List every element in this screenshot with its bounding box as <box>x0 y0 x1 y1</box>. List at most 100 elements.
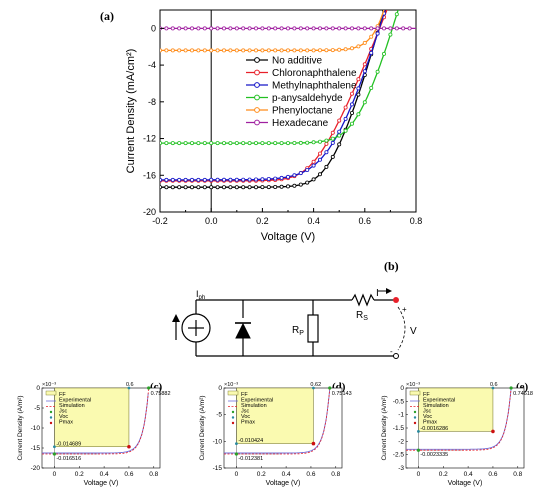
series-marker-5 <box>337 26 342 31</box>
panel-d-x-tick-label: 0.4 <box>282 471 291 478</box>
legend-voc-swatch <box>49 416 53 419</box>
legend-entry-label: Pmax <box>423 420 437 426</box>
series-marker-5 <box>221 26 226 31</box>
series-marker-0 <box>253 185 258 190</box>
series-marker-4 <box>337 47 342 52</box>
panel-e-y-tick-label: -3 <box>398 465 404 472</box>
series-marker-3 <box>375 69 380 74</box>
panel-a-y-tick-label: -16 <box>143 170 156 180</box>
panel-c-x-tick-label: 0 <box>53 471 57 478</box>
series-marker-0 <box>324 164 329 169</box>
legend-entry-label: Jsc <box>241 409 250 415</box>
panel-d-y-tick-label: -5 <box>216 412 222 419</box>
legend-entry-label: FF <box>59 392 66 398</box>
series-marker-0 <box>273 184 278 189</box>
panel-e-jmp-annotation: -0.0016286 <box>420 426 448 432</box>
current-arrowhead-icon <box>386 288 392 294</box>
panel-a-y-tick-label: -4 <box>148 60 156 70</box>
series-marker-0 <box>221 185 226 190</box>
series-marker-2 <box>317 157 322 162</box>
series-marker-2 <box>375 31 380 36</box>
panel-e-chart: (e)0.60.74618-0.0016286-0.0023335FFExper… <box>381 381 533 487</box>
series-marker-2 <box>202 177 207 182</box>
series-marker-4 <box>349 46 354 51</box>
panel-e-vmp-annotation: 0.6 <box>490 382 498 388</box>
series-marker-5 <box>273 26 278 31</box>
series-marker-5 <box>234 26 239 31</box>
legend-swatch-marker <box>254 107 260 113</box>
panel-a-y-tick-label: -12 <box>143 134 156 144</box>
panel-c-voc-point <box>147 386 151 390</box>
series-marker-0 <box>170 185 175 190</box>
panel-a-y-tick-label: 0 <box>151 23 156 33</box>
panel-c-y-tick-label: -10 <box>31 425 41 432</box>
panel-e-experimental-line <box>406 389 512 450</box>
series-marker-0 <box>311 177 316 182</box>
series-marker-0 <box>349 111 354 116</box>
series-marker-3 <box>298 140 303 145</box>
series-marker-3 <box>183 141 188 146</box>
legend-swatch-marker <box>254 57 260 63</box>
series-marker-5 <box>375 26 380 31</box>
series-marker-5 <box>362 26 367 31</box>
panel-a-x-axis-label: Voltage (V) <box>261 231 315 243</box>
panel-a-label: (a) <box>100 9 114 23</box>
series-marker-3 <box>189 141 194 146</box>
panel-c-ff-rectangle <box>54 387 130 448</box>
series-marker-2 <box>228 177 233 182</box>
series-marker-0 <box>330 154 335 159</box>
series-marker-3 <box>170 141 175 146</box>
series-marker-3 <box>285 141 290 146</box>
series-marker-4 <box>209 48 214 53</box>
panel-e-y-tick-label: -1 <box>398 412 404 419</box>
series-marker-5 <box>228 26 233 31</box>
series-marker-3 <box>196 141 201 146</box>
panel-d-jmp-point <box>235 442 238 445</box>
series-marker-3 <box>202 141 207 146</box>
panel-e-voc-annotation: 0.74618 <box>513 391 533 397</box>
legend-entry-label: Voc <box>241 414 250 420</box>
panel-d-vmp-point <box>312 386 315 390</box>
series-marker-4 <box>234 48 239 53</box>
panel-e-ff-rectangle <box>418 387 494 432</box>
series-marker-0 <box>202 185 207 190</box>
panel-c-y-tick-label: -20 <box>31 465 41 472</box>
plus-sign-label: + <box>402 305 407 314</box>
series-marker-2 <box>337 129 342 134</box>
voltage-label: V <box>410 326 417 337</box>
panel-c-jmp-point <box>53 445 56 449</box>
output-current-label: I <box>376 288 379 299</box>
series-marker-3 <box>388 32 393 37</box>
panel-c-jsc-point <box>52 452 57 456</box>
panel-e-y-tick-label: -2 <box>398 438 404 445</box>
series-marker-5 <box>330 26 335 31</box>
series-marker-5 <box>407 26 412 31</box>
legend-pmax-swatch <box>413 421 417 425</box>
series-marker-0 <box>298 182 303 187</box>
panel-b-circuit-diagram: (b) Iph RP <box>172 259 417 359</box>
panel-c-voc-annotation: 0.75882 <box>151 391 171 397</box>
panel-e-simulation-line <box>406 387 512 451</box>
series-marker-3 <box>273 141 278 146</box>
legend-ff-swatch <box>227 390 239 396</box>
series-marker-3 <box>221 141 226 146</box>
series-marker-5 <box>253 26 258 31</box>
series-marker-3 <box>311 140 316 145</box>
series-marker-3 <box>317 139 322 144</box>
legend-entry-label: Experimental <box>59 398 91 404</box>
panel-e-pmax-point <box>491 429 495 434</box>
series-marker-3 <box>343 128 348 133</box>
legend-voc-swatch <box>413 416 417 419</box>
series-marker-0 <box>228 185 233 190</box>
shunt-resistance-label: RP <box>292 325 304 337</box>
panel-e-x-tick-label: 0.6 <box>488 471 497 478</box>
legend-entry-label: Pmax <box>59 420 73 426</box>
series-marker-4 <box>241 48 246 53</box>
legend-pmax-swatch <box>231 421 235 425</box>
panel-a-x-tick-label: 0.4 <box>307 216 320 226</box>
series-marker-4 <box>253 48 258 53</box>
series-marker-4 <box>369 34 374 39</box>
panel-e-x-tick-label: 0.2 <box>439 471 448 478</box>
